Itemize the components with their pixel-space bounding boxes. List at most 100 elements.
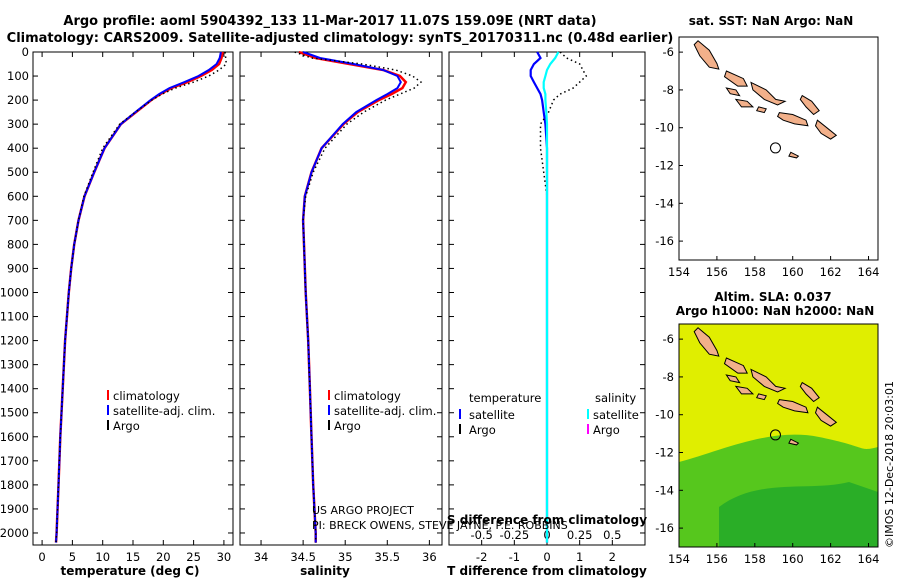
- y-tick-label: 1200: [0, 334, 29, 348]
- map-y-tick-label: -6: [663, 332, 674, 346]
- map-y-tick-label: -10: [655, 121, 674, 135]
- x-tick-label: 25: [186, 550, 201, 564]
- sst-map-panel: 154 156 158 160 162 164 -6 -8 -10 -12 -14 -16: [655, 36, 880, 279]
- legend-label-2: Argo: [334, 419, 361, 433]
- island-4: [734, 98, 755, 108]
- figure-title-line2: Climatology: CARS2009. Satellite-adjuste…: [7, 31, 674, 46]
- x-tick-label: 1: [576, 550, 583, 564]
- difference-x-label: T difference from climatology: [447, 564, 647, 578]
- legend-label-left-0: satellite: [469, 408, 515, 422]
- y-tick-label: 1000: [0, 285, 29, 299]
- legend-title-salinity: salinity: [595, 391, 636, 405]
- sla-map-panel: 154 156 158 160 162 164 -6 -8 -10 -12 -14 -16: [655, 323, 880, 566]
- y-tick-label: 1700: [0, 454, 29, 468]
- legend-label-1: satellite-adj. clim.: [113, 404, 215, 418]
- island-7: [814, 119, 838, 140]
- y-tick-label: 700: [7, 213, 29, 227]
- legend-label-right-0: satellite: [593, 408, 639, 422]
- island-8: [788, 438, 800, 446]
- diff-salinity-satellite-line: [542, 51, 560, 543]
- map-x-tick-label: 158: [744, 552, 766, 566]
- s-difference-label: S difference from climatology: [447, 513, 647, 527]
- island-7: [814, 406, 838, 427]
- legend-label-left-1: Argo: [469, 423, 496, 437]
- map-background: [679, 37, 878, 260]
- x-tick-label: 0: [543, 550, 550, 564]
- map-y-tick-label: -12: [655, 159, 674, 173]
- y-tick-label: 1100: [0, 310, 29, 324]
- map-x-tick-label: 164: [858, 552, 880, 566]
- map-y-tick-label: -14: [655, 196, 674, 210]
- x-tick-label: -1: [509, 550, 520, 564]
- map-x-tick-label: 162: [820, 265, 842, 279]
- y-tick-label: 0: [22, 45, 29, 59]
- x-tick-label: 30: [217, 550, 232, 564]
- x-tick-label: 5: [69, 550, 76, 564]
- island-2: [750, 368, 787, 393]
- salinity-x-label: salinity: [300, 564, 350, 578]
- salinity-panel: 34 34.5 35 35.5 36 climatologysatellite-adj. …: [239, 50, 443, 564]
- island-3: [725, 87, 741, 97]
- legend-label-1: satellite-adj. clim.: [334, 404, 436, 418]
- x-tick-label: 20: [156, 550, 171, 564]
- map-y-tick-label: -16: [655, 521, 674, 535]
- x-tick-label: 35.5: [374, 550, 400, 564]
- map-x-tick-label: 162: [820, 552, 842, 566]
- map-frame: [678, 36, 879, 261]
- island-6: [799, 94, 820, 116]
- x-tick-label: 34.5: [290, 550, 316, 564]
- map-y-tick-label: -6: [663, 45, 674, 59]
- legend-label-0: climatology: [113, 389, 180, 403]
- x-tick-label: -2: [476, 550, 487, 564]
- temperature-panel: 0100200300400500600700800900100011001200…: [0, 45, 234, 564]
- legend-label-0: climatology: [334, 389, 401, 403]
- x-tick-label: 15: [126, 550, 141, 564]
- y-tick-label: 400: [7, 141, 29, 155]
- map-x-tick-label: 156: [706, 265, 728, 279]
- map-y-tick-label: -12: [655, 446, 674, 460]
- y-tick-label: 100: [7, 69, 29, 83]
- x-tick-label: 35: [338, 550, 353, 564]
- map-y-tick-label: -14: [655, 483, 674, 497]
- island-1: [723, 357, 749, 374]
- y-tick-label: 1600: [0, 430, 29, 444]
- x-tick-label: 10: [95, 550, 110, 564]
- legend-label-2: Argo: [113, 419, 140, 433]
- island-8: [788, 151, 800, 159]
- map-x-tick-label: 156: [706, 552, 728, 566]
- island-2: [750, 81, 787, 106]
- sla-map-title-line2: Argo h1000: NaN h2000: NaN: [676, 304, 875, 318]
- island-4: [734, 385, 755, 395]
- island-5: [776, 399, 809, 414]
- island-3: [725, 374, 741, 384]
- y-tick-label: 1900: [0, 502, 29, 516]
- y-tick-label: 300: [7, 117, 29, 131]
- map-y-tick-label: -8: [663, 370, 674, 384]
- island-6: [799, 381, 820, 403]
- salinity-satellite-line: [302, 51, 402, 543]
- y-tick-label: 1300: [0, 358, 29, 372]
- y-tick-label: 1400: [0, 382, 29, 396]
- y-tick-label: 900: [7, 261, 29, 275]
- y-tick-label: 800: [7, 237, 29, 251]
- argo-position-marker: [769, 142, 781, 154]
- map-x-tick-label: 154: [668, 265, 690, 279]
- y-tick-label: 500: [7, 165, 29, 179]
- map-frame: [678, 323, 879, 548]
- sla-lower-region: [719, 482, 878, 547]
- figure-title-line1: Argo profile: aoml 5904392_133 11-Mar-20…: [63, 14, 596, 29]
- y-tick-label: 600: [7, 189, 29, 203]
- island-0: [693, 40, 720, 70]
- y-tick-label: 2000: [0, 526, 29, 540]
- x-tick-label: 36: [422, 550, 437, 564]
- s-tick-label: -0.25: [499, 528, 529, 542]
- temperature-argo-line: [55, 51, 228, 543]
- y-tick-label: 1500: [0, 406, 29, 420]
- credit-line2: PI: BRECK OWENS, STEVE JAYNE, P.E. ROBBI…: [312, 519, 568, 532]
- imos-stamp: ©IMOS 12-Dec-2018 20:03:01: [883, 381, 896, 548]
- s-tick-label: 0.5: [603, 528, 621, 542]
- map-y-tick-label: -16: [655, 234, 674, 248]
- island-5: [776, 112, 809, 127]
